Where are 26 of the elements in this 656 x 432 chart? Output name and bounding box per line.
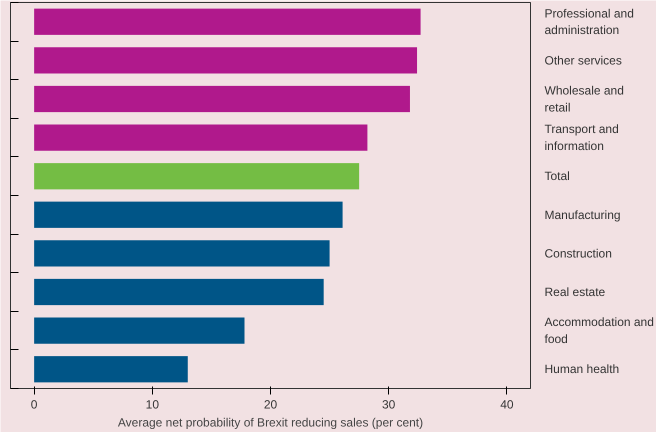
- y-tick-label: Other services: [544, 53, 622, 68]
- bar: [34, 124, 368, 151]
- x-tick-label: 30: [382, 398, 396, 412]
- bar: [34, 163, 360, 190]
- y-tick-label: Construction: [544, 246, 612, 260]
- bar: [34, 278, 324, 306]
- x-tick-label: 40: [500, 398, 514, 412]
- y-tick-label: Manufacturing: [544, 208, 621, 222]
- bar: [34, 202, 343, 228]
- y-tick-label: Real estate: [544, 285, 606, 299]
- y-tick-label: Accommodation and food: [544, 315, 654, 346]
- y-tick-label: Total: [544, 169, 570, 184]
- bar: [34, 86, 410, 112]
- bar: [34, 240, 330, 267]
- y-tick-label: Wholesale and retail: [544, 84, 624, 114]
- bar: [34, 317, 244, 344]
- x-tick-label: 20: [264, 398, 278, 412]
- bar: [34, 356, 188, 382]
- y-tick-label: Human health: [544, 362, 620, 376]
- bar: [34, 8, 421, 35]
- y-tick-label: Professional and administration: [544, 6, 634, 38]
- x-tick-label: 10: [146, 398, 160, 412]
- x-axis-title: Average net probability of Brexit reducing sales (per cent): [118, 416, 424, 430]
- bar: [34, 47, 418, 74]
- x-tick-label: 0: [30, 398, 38, 412]
- y-tick-label: Transport and information: [544, 122, 619, 153]
